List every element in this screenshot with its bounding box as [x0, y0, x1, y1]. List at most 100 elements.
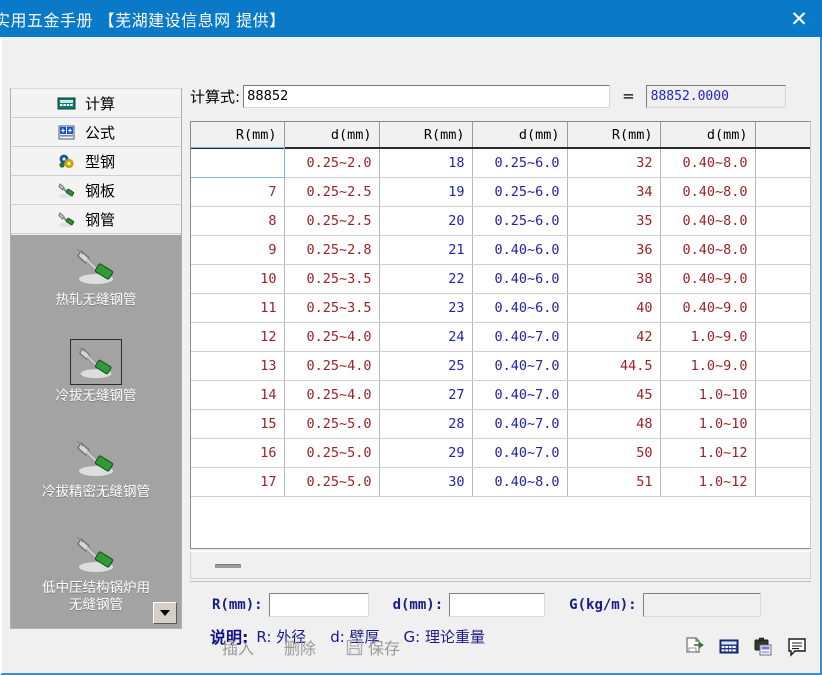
table-cell[interactable]: 48 — [567, 409, 661, 439]
table-cell[interactable]: 0.40~8.0 — [472, 467, 568, 497]
table-cell[interactable]: 10 — [191, 264, 285, 294]
table-row[interactable]: 13 0.25~4.0 25 0.40~7.0 44.5 1.0~9.0 — [191, 351, 810, 381]
table-row[interactable]: 16 0.25~5.0 29 0.40~7.0 50 1.0~12 — [191, 438, 810, 468]
table-cell[interactable]: 0.40~7.0 — [472, 438, 568, 468]
table-cell[interactable] — [755, 264, 810, 294]
table-row[interactable]: 9 0.25~2.8 21 0.40~6.0 36 0.40~8.0 — [191, 235, 810, 265]
table-cell[interactable]: 0.25~3.5 — [284, 264, 380, 294]
delete-button[interactable]: 删除 — [284, 635, 316, 659]
note-icon[interactable] — [782, 633, 812, 661]
table-cell[interactable]: 51 — [567, 467, 661, 497]
table-cell[interactable]: 0.40~8.0 — [660, 177, 756, 207]
table-cell[interactable]: 15 — [191, 409, 285, 439]
table-cell[interactable]: 35 — [567, 206, 661, 236]
table-cell[interactable]: 0.25~4.0 — [284, 322, 380, 352]
table-cell[interactable] — [755, 351, 810, 381]
table-row[interactable]: 17 0.25~5.0 30 0.40~8.0 51 1.0~12 — [191, 467, 810, 497]
formula-input[interactable]: 88852 — [243, 84, 611, 108]
sidebar-item-steel-plate[interactable]: 钢板 — [11, 176, 181, 205]
table-cell[interactable]: 19 — [379, 177, 473, 207]
cell-selected[interactable]: 6 — [191, 147, 285, 178]
column-header-d2[interactable]: d(mm) — [472, 122, 568, 149]
column-header-r1[interactable]: R(mm) — [191, 122, 285, 149]
sidebar-item-calculate[interactable]: 计算 — [11, 89, 181, 118]
table-cell[interactable]: 36 — [567, 235, 661, 265]
table-cell[interactable]: 0.25~2.5 — [284, 177, 380, 207]
table-cell[interactable]: 42 — [567, 322, 661, 352]
table-cell[interactable]: 0.40~9.0 — [660, 264, 756, 294]
table-cell[interactable] — [755, 409, 810, 439]
table-cell[interactable]: 1.0~12 — [660, 438, 756, 468]
table-cell[interactable]: 0.40~6.0 — [472, 235, 568, 265]
table-cell[interactable]: 1.0~12 — [660, 467, 756, 497]
table-cell[interactable]: 38 — [567, 264, 661, 294]
table-cell[interactable] — [755, 177, 810, 207]
table-cell[interactable]: 44.5 — [567, 351, 661, 381]
table-cell[interactable]: 18 — [379, 148, 473, 178]
table-cell[interactable]: 0.40~8.0 — [660, 148, 756, 178]
table-row[interactable]: 14 0.25~4.0 27 0.40~7.0 45 1.0~10 — [191, 380, 810, 410]
column-header-r3[interactable]: R(mm) — [567, 122, 661, 149]
table-cell[interactable]: 25 — [379, 351, 473, 381]
table-cell[interactable]: 17 — [191, 467, 285, 497]
tool-item-hot-rolled-seamless-pipe[interactable]: 热轧无缝钢管 — [11, 235, 181, 331]
table-cell[interactable]: 22 — [379, 264, 473, 294]
r-input[interactable] — [268, 593, 369, 617]
table-cell[interactable]: 0.40~7.0 — [472, 351, 568, 381]
column-header-r4[interactable]: R(mm) — [755, 122, 810, 149]
table-cell[interactable] — [755, 322, 810, 352]
table-cell[interactable] — [755, 467, 810, 497]
clipboard-icon[interactable] — [748, 633, 778, 661]
table-cell[interactable] — [755, 293, 810, 323]
table-cell[interactable]: 0.40~8.0 — [660, 235, 756, 265]
table-cell[interactable]: 20 — [379, 206, 473, 236]
table-cell[interactable]: 29 — [379, 438, 473, 468]
table-cell[interactable]: 0.40~7.0 — [472, 322, 568, 352]
table-cell[interactable]: 0.25~4.0 — [284, 380, 380, 410]
table-cell[interactable]: 1.0~9.0 — [660, 351, 756, 381]
table-cell[interactable]: 13 — [191, 351, 285, 381]
table-cell[interactable] — [755, 206, 810, 236]
insert-button[interactable]: 插入 — [222, 635, 254, 659]
tool-item-cold-drawn-precision-seamless-pipe[interactable]: 冷拔精密无缝钢管 — [11, 427, 181, 523]
table-cell[interactable]: 0.25~2.8 — [284, 235, 380, 265]
table-cell[interactable]: 1.0~9.0 — [660, 322, 756, 352]
table-cell[interactable]: 0.25~5.0 — [284, 467, 380, 497]
table-cell[interactable]: 8 — [191, 206, 285, 236]
panel-splitter[interactable] — [190, 551, 811, 579]
table-cell[interactable] — [755, 235, 810, 265]
table-cell[interactable]: 24 — [379, 322, 473, 352]
table-cell[interactable]: 12 — [191, 322, 285, 352]
table-row[interactable]: 7 0.25~2.5 19 0.25~6.0 34 0.40~8.0 — [191, 177, 810, 207]
table-cell[interactable]: 0.40~8.0 — [660, 206, 756, 236]
table-cell[interactable]: 0.40~7.0 — [472, 380, 568, 410]
tool-item-cold-drawn-seamless-pipe[interactable]: 冷拔无缝钢管 — [11, 331, 181, 427]
table-cell[interactable]: 0.25~2.0 — [284, 148, 380, 178]
table-cell[interactable]: 0.40~7.0 — [472, 409, 568, 439]
column-header-d1[interactable]: d(mm) — [284, 122, 380, 149]
table-row[interactable]: 12 0.25~4.0 24 0.40~7.0 42 1.0~9.0 — [191, 322, 810, 352]
table-cell[interactable]: 0.25~5.0 — [284, 438, 380, 468]
table-cell[interactable]: 23 — [379, 293, 473, 323]
table-cell[interactable]: 0.25~6.0 — [472, 206, 568, 236]
table-cell[interactable]: 30 — [379, 467, 473, 497]
export-document-icon[interactable] — [680, 633, 710, 661]
table-cell[interactable]: 0.25~2.5 — [284, 206, 380, 236]
sidebar-item-steel-pipe[interactable]: 钢管 — [11, 205, 181, 234]
table-cell[interactable] — [755, 438, 810, 468]
table-cell[interactable]: 1.0~10 — [660, 380, 756, 410]
table-row[interactable]: 8 0.25~2.5 20 0.25~6.0 35 0.40~8.0 — [191, 206, 810, 236]
table-cell[interactable]: 32 — [567, 148, 661, 178]
table-cell[interactable] — [755, 380, 810, 410]
table-cell[interactable]: 0.40~9.0 — [660, 293, 756, 323]
column-header-r2[interactable]: R(mm) — [379, 122, 473, 149]
table-cell[interactable]: 16 — [191, 438, 285, 468]
table-row[interactable]: 6 0.25~2.0 18 0.25~6.0 32 0.40~8.0 — [191, 147, 810, 178]
table-cell[interactable]: 1.0~10 — [660, 409, 756, 439]
table-cell[interactable]: 21 — [379, 235, 473, 265]
table-cell[interactable]: 14 — [191, 380, 285, 410]
table-cell[interactable]: 0.25~6.0 — [472, 148, 568, 178]
chevron-down-icon[interactable] — [153, 602, 177, 624]
d-input[interactable] — [449, 593, 546, 617]
save-button[interactable]: 保存 — [346, 635, 400, 659]
